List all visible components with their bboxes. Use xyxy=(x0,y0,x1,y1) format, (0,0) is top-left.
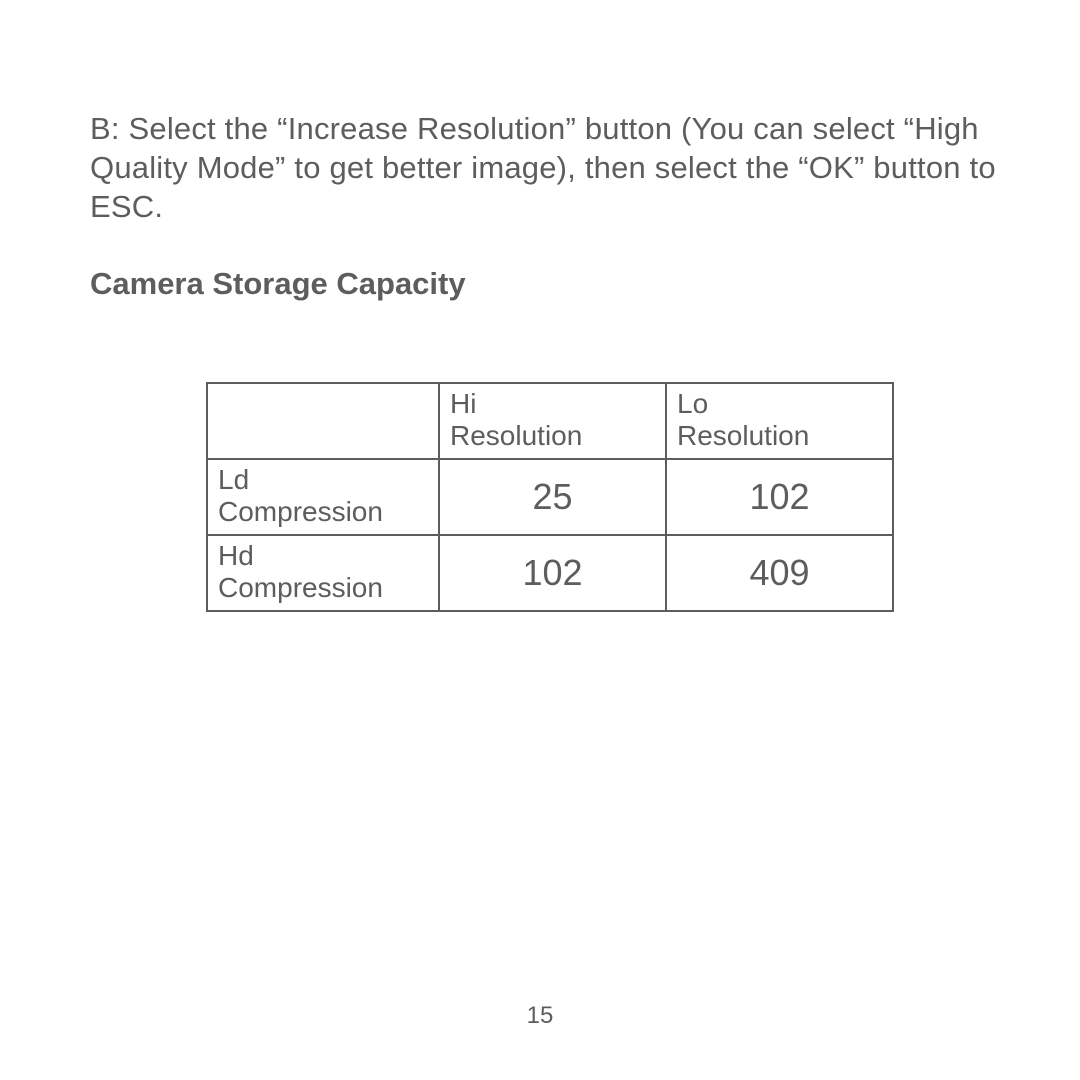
table-header-blank xyxy=(207,383,439,459)
row-label-text: Hd xyxy=(218,540,428,572)
row-label-text: Ld xyxy=(218,464,428,496)
document-page: B: Select the “Increase Resolution” butt… xyxy=(0,0,1080,1080)
table-header-hi-res: Hi Resolution xyxy=(439,383,666,459)
header-text: Resolution xyxy=(677,420,882,452)
row-label-ld: Ld Compression xyxy=(207,459,439,535)
row-label-text: Compression xyxy=(218,496,428,528)
section-heading: Camera Storage Capacity xyxy=(90,266,1010,302)
table-row: Hd Compression 102 409 xyxy=(207,535,893,611)
header-text: Lo xyxy=(677,388,882,420)
row-label-hd: Hd Compression xyxy=(207,535,439,611)
header-text: Hi xyxy=(450,388,655,420)
capacity-table-wrap: Hi Resolution Lo Resolution Ld Compressi… xyxy=(90,382,1010,612)
cell-value: 102 xyxy=(666,459,893,535)
header-text: Resolution xyxy=(450,420,655,452)
row-label-text: Compression xyxy=(218,572,428,604)
cell-value: 25 xyxy=(439,459,666,535)
capacity-table: Hi Resolution Lo Resolution Ld Compressi… xyxy=(206,382,894,612)
cell-value: 102 xyxy=(439,535,666,611)
table-header-lo-res: Lo Resolution xyxy=(666,383,893,459)
table-row: Ld Compression 25 102 xyxy=(207,459,893,535)
cell-value: 409 xyxy=(666,535,893,611)
instruction-paragraph: B: Select the “Increase Resolution” butt… xyxy=(90,110,1010,226)
table-header-row: Hi Resolution Lo Resolution xyxy=(207,383,893,459)
page-number: 15 xyxy=(0,1002,1080,1030)
